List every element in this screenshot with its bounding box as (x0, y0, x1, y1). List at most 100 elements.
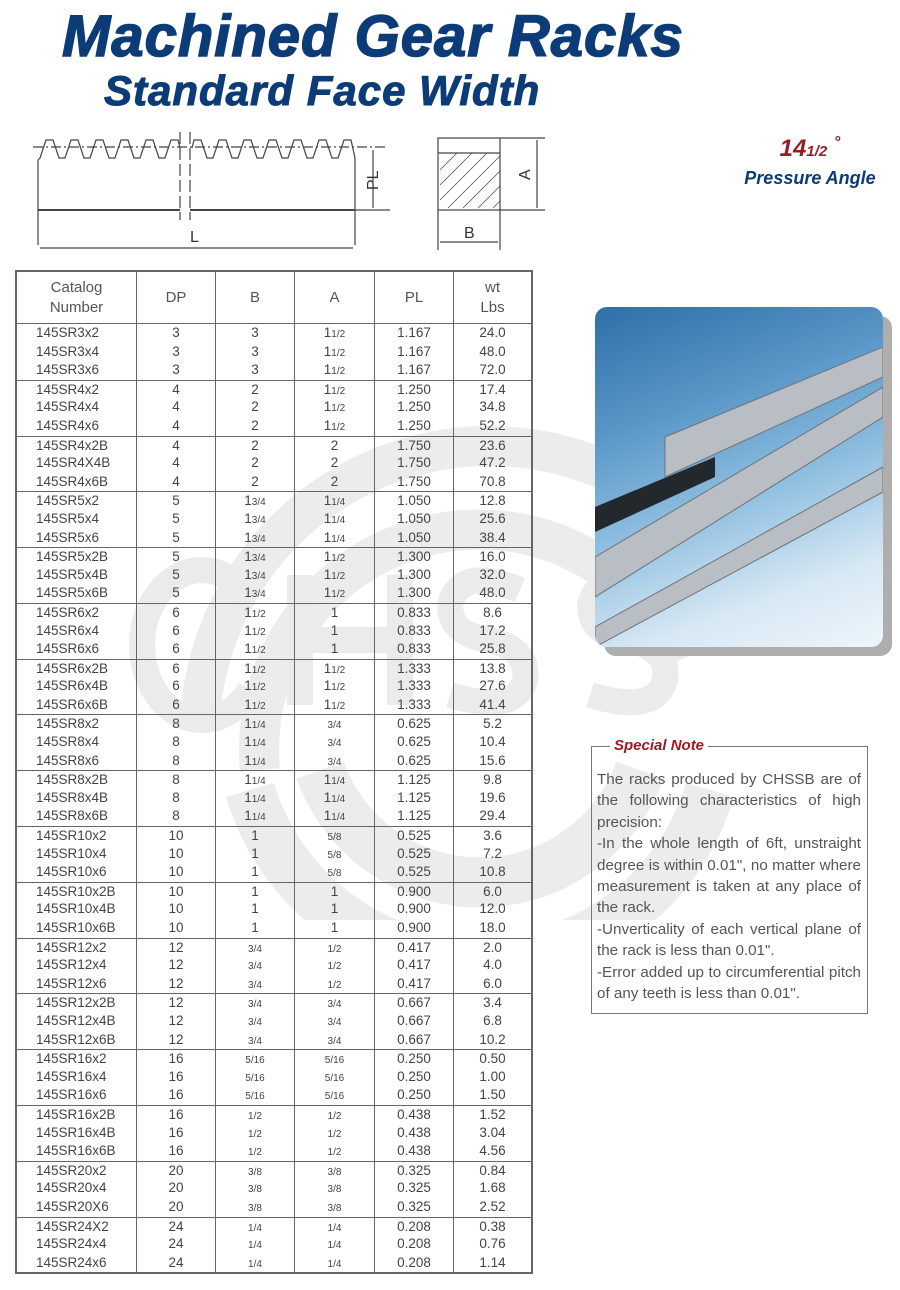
cell-catalog-number: 145SR4x4 (36, 399, 100, 415)
cell-b: 3/4 (215, 1011, 294, 1031)
cell-dp: 12 (136, 974, 215, 994)
cell-b: 11/2 (215, 677, 294, 696)
cell-b: 5/16 (215, 1067, 294, 1087)
cell-weight: 13.8 (453, 659, 531, 678)
cell-dp: 12 (136, 956, 215, 975)
cell-dp: 12 (136, 938, 215, 957)
cell-dp: 10 (136, 827, 215, 845)
cell-a: 11/4 (294, 528, 374, 548)
cell-pl: 0.325 (374, 1197, 453, 1217)
cell-pl: 1.050 (374, 492, 453, 510)
cell-weight: 5.2 (453, 715, 531, 734)
cell-catalog-number: 145SR12x4 (36, 957, 107, 973)
cell-a: 1/2 (294, 1123, 374, 1143)
cell-a: 11/4 (294, 509, 374, 529)
cell-weight: 17.4 (453, 380, 531, 399)
cell-b: 1/2 (215, 1142, 294, 1161)
cell-dp: 24 (136, 1253, 215, 1273)
cell-b: 11/4 (215, 733, 294, 752)
label-pl: PL (365, 170, 382, 190)
cell-catalog-number: 145SR12x6B (36, 1031, 116, 1047)
cell-catalog-number: 145SR20x4 (36, 1180, 107, 1196)
header-text: PL (404, 288, 424, 306)
cell-pl: 1.300 (374, 548, 453, 566)
cell-pl: 1.750 (374, 436, 453, 455)
table-row: 145SR4x2B 4 2 2 1.750 23.6 (17, 435, 531, 455)
cell-a: 11/2 (294, 565, 374, 585)
cell-weight: 70.8 (453, 472, 531, 492)
cell-pl: 1.050 (374, 509, 453, 529)
cell-pl: 1.333 (374, 659, 453, 678)
cell-catalog-number: 145SR4x2 (36, 381, 100, 397)
cell-a: 1 (294, 900, 374, 919)
cell-dp: 8 (136, 733, 215, 752)
table-row: 145SR4X4B 4 2 2 1.750 47.2 (17, 454, 531, 473)
cell-catalog-number: 145SR12x4B (36, 1012, 116, 1028)
cell-pl: 0.625 (374, 715, 453, 734)
cell-pl: 1.300 (374, 565, 453, 585)
table-row: 145SR5x2 5 13/4 11/4 1.050 12.8 (17, 491, 531, 510)
pressure-angle-label: Pressure Angle (744, 168, 876, 188)
cell-a: 5/16 (294, 1086, 374, 1105)
table-row: 145SR3x6 3 3 11/2 1.167 72.0 (17, 361, 531, 380)
cell-pl: 0.417 (374, 956, 453, 975)
cell-a: 1/4 (294, 1235, 374, 1254)
cell-weight: 2.0 (453, 938, 531, 957)
cell-dp: 6 (136, 621, 215, 641)
cell-a: 11/4 (294, 771, 374, 789)
cell-catalog-number: 145SR6x4 (36, 622, 100, 638)
cell-b: 3 (215, 361, 294, 380)
cell-a: 3/4 (294, 715, 374, 734)
table-row: 145SR12x6 12 3/4 1/2 0.417 6.0 (17, 974, 531, 994)
cell-dp: 8 (136, 751, 215, 771)
cell-catalog-number: 145SR8x2B (36, 772, 109, 788)
cell-catalog-number: 145SR8x2 (36, 716, 100, 732)
table-row: 145SR20x4 20 3/8 3/8 0.325 1.68 (17, 1179, 531, 1198)
cell-weight: 1.00 (453, 1067, 531, 1087)
cell-pl: 0.417 (374, 938, 453, 957)
cell-weight: 19.6 (453, 788, 531, 808)
note-paragraph: -Error added up to circumferential pitch… (597, 963, 861, 1003)
cell-a: 1 (294, 919, 374, 938)
cell-b: 2 (215, 472, 294, 492)
cell-b: 11/2 (215, 659, 294, 678)
cell-catalog-number: 145SR6x2B (36, 660, 109, 676)
cell-b: 1/2 (215, 1105, 294, 1124)
cell-catalog-number: 145SR4X4B (36, 455, 111, 471)
cell-weight: 10.8 (453, 863, 531, 882)
cell-catalog-number: 145SR20x2 (36, 1162, 107, 1178)
header-a: A (294, 272, 374, 323)
cell-dp: 16 (136, 1123, 215, 1143)
cell-b: 2 (215, 380, 294, 399)
cell-weight: 32.0 (453, 565, 531, 585)
cell-pl: 0.208 (374, 1217, 453, 1236)
cell-b: 11/2 (215, 640, 294, 659)
cell-a: 11/2 (294, 398, 374, 417)
table-row: 145SR10x2 10 1 5/8 0.525 3.6 (17, 826, 531, 845)
cell-a: 3/4 (294, 1011, 374, 1031)
cell-b: 11/4 (215, 807, 294, 827)
cell-weight: 29.4 (453, 807, 531, 827)
cell-dp: 5 (136, 548, 215, 566)
cell-catalog-number: 145SR16x4 (36, 1068, 107, 1084)
cell-a: 11/2 (294, 584, 374, 603)
cell-b: 13/4 (215, 528, 294, 548)
cell-a: 11/2 (294, 677, 374, 696)
cell-weight: 47.2 (453, 454, 531, 473)
cell-a: 1 (294, 603, 374, 622)
cell-dp: 5 (136, 509, 215, 529)
label-a: A (517, 169, 534, 180)
note-paragraph: -Unverticality of each vertical plane of… (597, 920, 861, 960)
cell-pl: 1.125 (374, 771, 453, 789)
header-text: DP (165, 288, 187, 306)
table-row: 145SR5x4B 5 13/4 11/2 1.300 32.0 (17, 565, 531, 585)
cell-weight: 0.38 (453, 1217, 531, 1236)
special-note-box: Special Note The racks produced by CHSSB… (591, 737, 868, 1014)
table-row: 145SR8x6B 8 11/4 11/4 1.125 29.4 (17, 807, 531, 827)
cell-dp: 20 (136, 1197, 215, 1217)
cell-dp: 10 (136, 863, 215, 882)
header-pl: PL (374, 272, 453, 323)
cell-catalog-number: 145SR10x2 (36, 828, 107, 844)
cell-pl: 0.250 (374, 1067, 453, 1087)
